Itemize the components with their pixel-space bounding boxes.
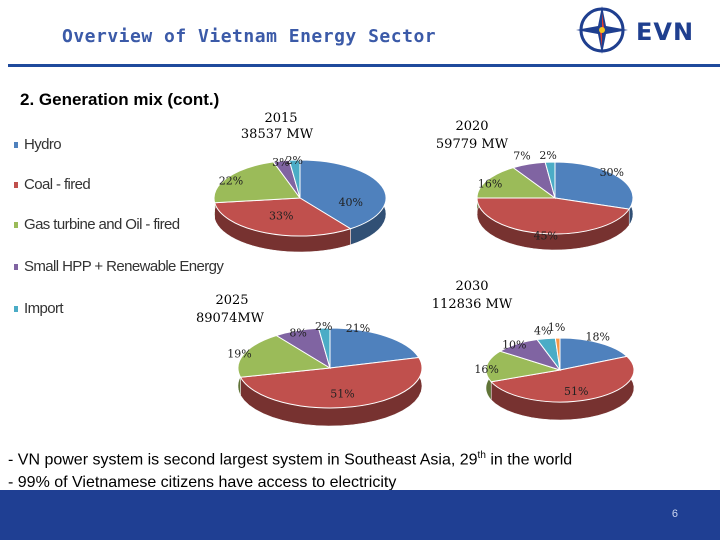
legend-item-small-hpp: Small HPP + Renewable Energy xyxy=(14,258,224,275)
pie-chart-2015: 2015 38537 MW 40% 33% 22% 3%2% xyxy=(213,111,387,253)
pie-label-2020-0: 30% xyxy=(600,166,624,179)
pie-slice-coal-fired xyxy=(490,355,635,403)
pie-label-2030-4: 4% xyxy=(534,325,551,338)
pie-slice-other xyxy=(554,337,561,371)
legend-label-small-hpp: Small HPP + Renewable Energy xyxy=(24,258,224,275)
pie-slice-gas-turbine-and-oil-fired xyxy=(213,161,301,204)
pie-chart-2025: 2025 89074MW 21% 51% 19% 8% 2% xyxy=(196,293,423,427)
legend-swatch-coal xyxy=(14,181,18,188)
pie-slice-gas-turbine-and-oil-fired xyxy=(476,167,557,199)
note-line-1-end: in the world xyxy=(485,451,573,469)
pie-slice-import xyxy=(544,161,556,199)
pie-label-2015-4: 2% xyxy=(286,154,303,167)
pie-slice-coal-fired xyxy=(214,197,352,237)
pie-label-2030-5: 1% xyxy=(548,321,565,334)
pie-slice-coal-fired xyxy=(476,197,631,235)
logo-text: EVN xyxy=(636,18,695,46)
pie-label-2020-4: 2% xyxy=(539,149,556,162)
pie-slice-import xyxy=(317,327,331,369)
pie-slice-coal-fired xyxy=(239,357,423,409)
pie-label-2015-0: 40% xyxy=(338,196,362,209)
legend-item-import: Import xyxy=(14,300,64,317)
pie-slice-hydro xyxy=(559,337,629,371)
pie-slice-gas-turbine-and-oil-fired xyxy=(237,334,332,378)
pie-label-2025-1: 51% xyxy=(330,387,354,400)
chart-title-year-2020: 2020 xyxy=(455,119,488,134)
header-divider xyxy=(8,64,720,67)
legend-swatch-import xyxy=(14,305,18,312)
pie-label-2015-2: 22% xyxy=(219,175,243,188)
pie-label-2015-3: 3% xyxy=(272,156,289,169)
legend-item-gas: Gas turbine and Oil - fired xyxy=(14,216,180,233)
pie-label-2020-3: 7% xyxy=(513,150,530,163)
evn-logo: EVN xyxy=(574,4,694,56)
pie-label-2015-1: 33% xyxy=(269,209,293,222)
pie-slice-hydro xyxy=(299,159,387,230)
legend-label-hydro: Hydro xyxy=(24,136,62,153)
notes: - VN power system is second largest syst… xyxy=(8,444,572,494)
chart-title-capacity-2030: 112836 MW xyxy=(432,297,513,312)
note-line-2: - 99% of Vietnamese citizens have access… xyxy=(8,474,397,492)
chart-title-capacity-2020: 59779 MW xyxy=(436,137,509,152)
footer-bar: 6 xyxy=(0,490,720,540)
legend-label-import: Import xyxy=(24,300,64,317)
legend-label-gas: Gas turbine and Oil - fired xyxy=(24,216,180,233)
note-line-1-sup: th xyxy=(477,450,486,461)
slide-title: Overview of Vietnam Energy Sector xyxy=(62,26,437,47)
chart-title-capacity-2025: 89074MW xyxy=(196,311,265,326)
chart-title-capacity-2015: 38537 MW xyxy=(241,127,314,142)
legend-swatch-small-hpp xyxy=(14,263,18,270)
pie-label-2030-2: 16% xyxy=(474,363,498,376)
pie-slice-hydro xyxy=(554,161,634,210)
pie-label-2030-0: 18% xyxy=(585,330,609,343)
pie-label-2030-3: 10% xyxy=(502,338,526,351)
pie-label-2025-4: 2% xyxy=(315,320,332,333)
chart-title-year-2015: 2015 xyxy=(264,111,297,126)
pie-label-2025-2: 19% xyxy=(227,347,251,360)
pie-chart-2030: 2030 112836 MW 18% 51% 16% 10% 4%1% xyxy=(432,279,635,421)
legend-item-hydro: Hydro xyxy=(14,136,62,153)
note-line-1: - VN power system is second largest syst… xyxy=(8,444,572,471)
section-subtitle: 2. Generation mix (cont.) xyxy=(20,90,220,109)
evn-star-icon xyxy=(576,6,628,54)
pie-label-2030-1: 51% xyxy=(564,385,588,398)
pie-slice-import xyxy=(288,159,301,199)
pie-slice-gas-turbine-and-oil-fired xyxy=(485,350,561,383)
page-number: 6 xyxy=(671,508,678,520)
note-line-1-text: - VN power system is second largest syst… xyxy=(8,451,478,469)
pie-label-2025-0: 21% xyxy=(346,322,370,335)
legend-label-coal: Coal - fired xyxy=(24,176,91,193)
legend-swatch-hydro xyxy=(14,141,18,148)
legend-swatch-gas xyxy=(14,221,18,228)
chart-title-year-2025: 2025 xyxy=(215,293,248,308)
pie-chart-2020: 2020 59779 MW 30% 45% 16% 7% 2% xyxy=(436,119,634,251)
legend-item-coal: Coal - fired xyxy=(14,176,91,193)
pie-charts: 2015 38537 MW 40%33%22%3%2% 2020 59779 M… xyxy=(196,111,635,427)
pie-label-2020-1: 45% xyxy=(534,230,558,243)
pie-label-2020-2: 16% xyxy=(478,177,502,190)
chart-title-year-2030: 2030 xyxy=(455,279,488,294)
pie-slice-hydro xyxy=(329,327,420,369)
pie-label-2025-3: 8% xyxy=(289,327,306,340)
